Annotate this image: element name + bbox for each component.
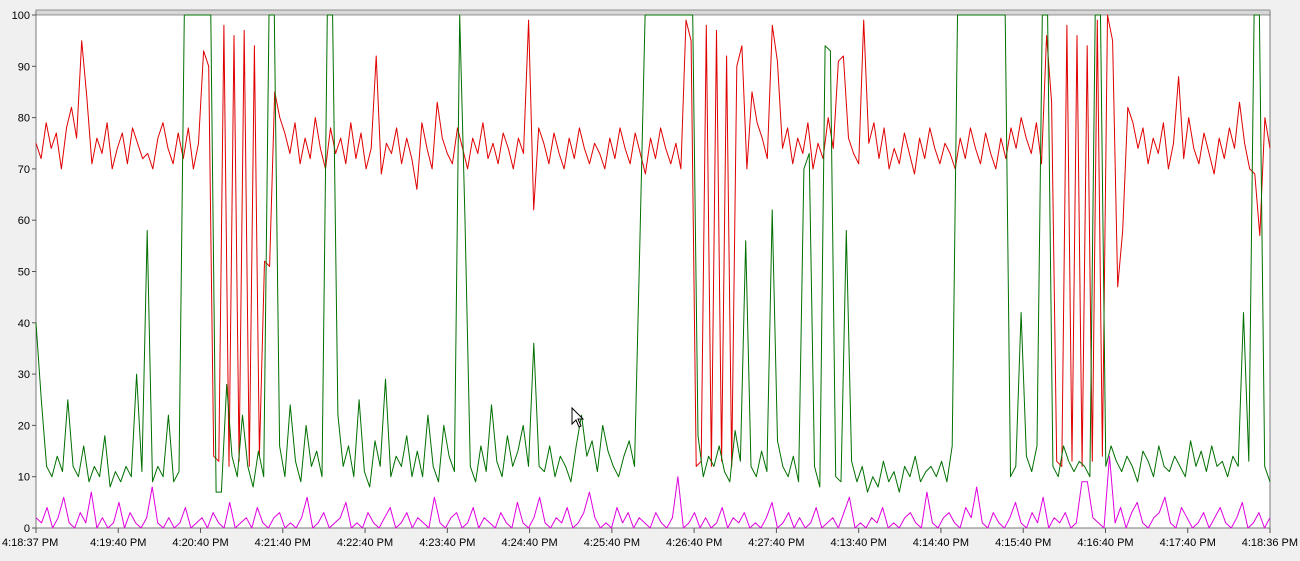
x-tick-label: 4:15:40 PM [995, 537, 1051, 549]
y-tick-label: 10 [18, 472, 30, 484]
y-tick-label: 90 [18, 61, 30, 73]
x-tick-label: 4:18:37 PM [2, 537, 58, 549]
x-tick-label: 4:13:40 PM [831, 537, 887, 549]
series-line-2 [35, 455, 1271, 529]
top-hatch-band [35, 9, 1271, 16]
x-tick-label: 4:22:40 PM [337, 537, 393, 549]
y-tick-label: 80 [18, 113, 30, 125]
y-tick-label: 70 [18, 164, 30, 176]
y-axis: 0 10 20 30 40 50 60 70 80 90 100 [12, 10, 36, 535]
y-tick-label: 50 [18, 267, 30, 279]
x-tick-label: 4:25:40 PM [584, 537, 640, 549]
y-tick-label: 60 [18, 215, 30, 227]
x-tick-label: 4:19:40 PM [90, 537, 146, 549]
mouse-cursor-icon [571, 406, 585, 428]
y-tick-label: 30 [18, 369, 30, 381]
x-tick-label: 4:16:40 PM [1077, 537, 1133, 549]
x-tick-label: 4:14:40 PM [913, 537, 969, 549]
x-tick-label: 4:27:40 PM [748, 537, 804, 549]
series-layer [35, 14, 1271, 529]
y-tick-label: 20 [18, 420, 30, 432]
x-axis: 4:18:37 PM 4:19:40 PM 4:20:40 PM 4:21:40 PM… [2, 528, 1298, 549]
x-tick-label: 4:24:40 PM [501, 537, 557, 549]
x-tick-label: 4:23:40 PM [419, 537, 475, 549]
x-tick-label: 4:18:36 PM [1242, 537, 1298, 549]
y-tick-label: 0 [24, 523, 30, 535]
x-tick-label: 4:21:40 PM [255, 537, 311, 549]
series-line-0 [35, 14, 1271, 467]
y-tick-label: 40 [18, 318, 30, 330]
y-tick-label: 100 [12, 10, 30, 22]
x-tick-label: 4:26:40 PM [666, 537, 722, 549]
x-tick-label: 4:20:40 PM [172, 537, 228, 549]
series-line-1 [35, 14, 1271, 493]
x-tick-label: 4:17:40 PM [1160, 537, 1216, 549]
